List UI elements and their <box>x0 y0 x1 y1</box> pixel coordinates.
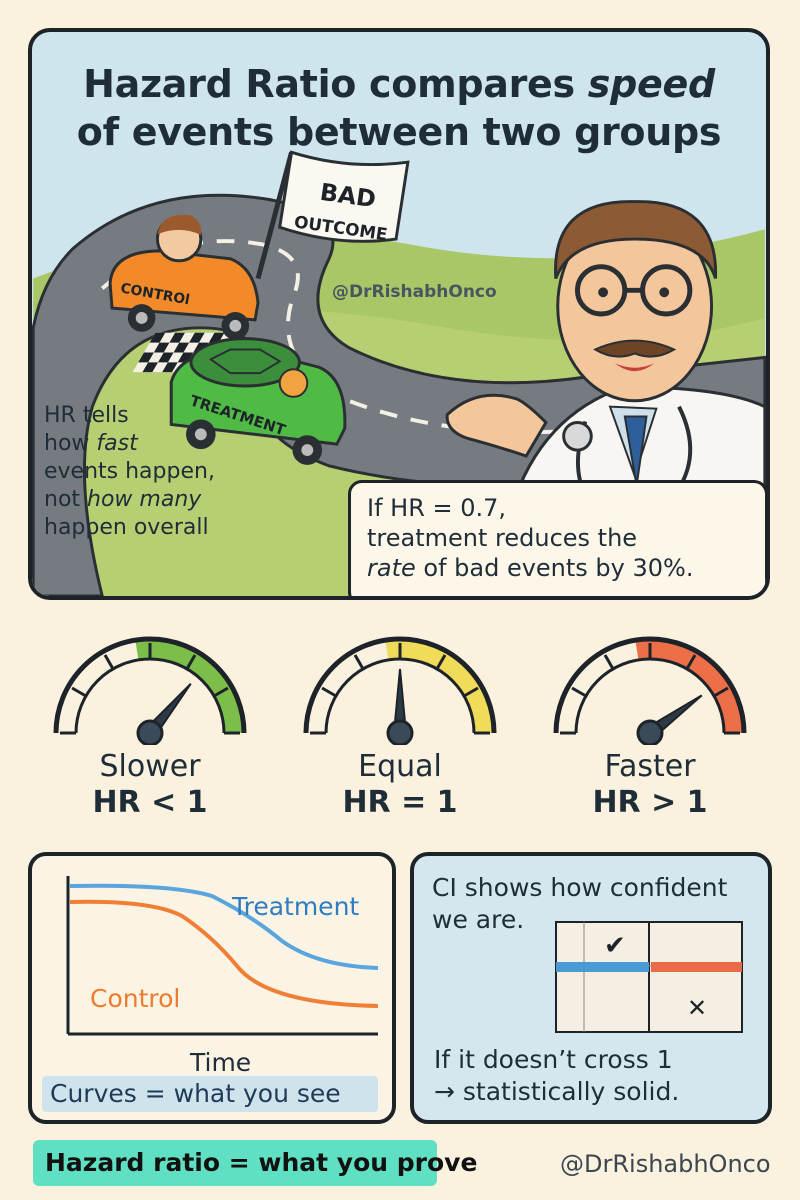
gauge-color-band <box>635 639 744 733</box>
ci-footnote: If it doesn’t cross 1 → statistically so… <box>434 1044 679 1108</box>
hr-tells-line-4: not how many <box>44 486 294 514</box>
gauge-tick <box>213 686 229 698</box>
gauge-tick <box>713 686 729 698</box>
ci-title-line-2: we are. <box>432 905 525 934</box>
hr-tells-line-5: happen overall <box>44 515 209 540</box>
gauge-tick <box>463 686 479 698</box>
gauge-tick <box>685 654 697 670</box>
gauge-inner-arc <box>324 657 476 734</box>
gauge-hub <box>386 719 414 745</box>
gauge-label: Faster <box>604 749 696 784</box>
ci-bar-crossing <box>651 962 742 972</box>
gauge-hr-value: HR > 1 <box>592 785 708 820</box>
example-line-3-rest: of bad events by 30%. <box>415 554 694 582</box>
ci-title-line-1: CI shows how confident <box>432 873 728 902</box>
gauge-hub <box>136 719 164 745</box>
scene-panel: BAD OUTCOME CONTROl TREATMENT <box>28 28 770 600</box>
title-emphasis: speed <box>587 62 715 106</box>
ci-bar-significant <box>556 962 649 972</box>
gauge-color-band <box>385 639 494 733</box>
x-axis-label: Time <box>190 1048 252 1077</box>
gauge-tick <box>185 654 197 670</box>
example-line-2: treatment reduces the <box>367 524 638 552</box>
hr-tells-line-1: HR tells <box>44 403 129 428</box>
ci-foot-line-2: → statistically solid. <box>434 1077 680 1106</box>
gauge-outer-arc <box>303 636 497 734</box>
ci-title: CI shows how confident we are. <box>432 872 762 936</box>
gauge-tick <box>103 654 115 670</box>
gauge-equal: Equal HR = 1 <box>290 625 510 840</box>
gauge-tick <box>435 654 447 670</box>
treatment-curve <box>69 883 379 970</box>
control-curve <box>69 899 379 1008</box>
flag-icon: BAD OUTCOME <box>255 150 410 280</box>
gauge-tick <box>571 686 587 698</box>
gauge-tick <box>353 654 365 670</box>
gauge-label: Slower <box>99 749 201 784</box>
gauge-tick <box>603 654 615 670</box>
ci-diagram: ✔ ✕ <box>555 921 743 1033</box>
ci-foot-line-1: If it doesn’t cross 1 <box>434 1045 673 1074</box>
gauge-hub <box>636 719 664 745</box>
gauge-dial-icon <box>303 636 497 745</box>
hr-tells-emphasis-how-many: how many <box>87 487 202 512</box>
page-title-line-1: Hazard Ratio compares speed <box>32 62 766 106</box>
hr-tells-prefix: how <box>44 431 97 456</box>
gauge-inner-arc <box>574 657 726 734</box>
gauge-faster: Faster HR > 1 <box>540 625 760 840</box>
hr-tells-note: HR tells how fast events happen, not how… <box>44 402 294 542</box>
curves-panel: Treatment Control Time Curves = what you… <box>28 852 396 1124</box>
gauge-tick <box>321 686 337 698</box>
hr-tells-line-3: events happen, <box>44 459 215 484</box>
example-callout: If HR = 0.7, treatment reduces the rate … <box>348 480 766 596</box>
doctor-illustration <box>445 200 766 596</box>
example-emphasis-rate: rate <box>367 554 416 582</box>
check-icon: ✔ <box>604 931 626 961</box>
ci-panel: CI shows how confident we are. ✔ ✕ If it… <box>410 852 772 1124</box>
page-title-line-2: of events between two groups <box>76 110 722 154</box>
gauge-hr-value: HR < 1 <box>92 785 208 820</box>
footer-handle: @DrRishabhOnco <box>560 1150 771 1178</box>
footer-badge: Hazard ratio = what you prove <box>33 1140 477 1186</box>
gauge-outer-arc <box>53 636 247 734</box>
curves-caption: Curves = what you see <box>42 1076 378 1112</box>
gauge-slower: Slower HR < 1 <box>40 625 260 840</box>
title-text: Hazard Ratio compares <box>83 62 575 106</box>
gauge-tick <box>71 686 87 698</box>
example-line-1: If HR = 0.7, <box>367 494 507 522</box>
watermark: @DrRishabhOnco <box>332 282 497 302</box>
example-line-3: rate of bad events by 30%. <box>367 553 749 583</box>
cross-icon: ✕ <box>687 994 707 1022</box>
gauge-label: Equal <box>358 749 442 784</box>
gauge-inner-arc <box>74 657 226 734</box>
hr-tells-emphasis-fast: fast <box>96 431 138 456</box>
gauge-dial-icon <box>553 636 747 745</box>
treatment-car-icon: TREATMENT <box>169 337 347 465</box>
gauge-color-band <box>135 639 244 733</box>
hr-tells-line-2: how fast <box>44 430 294 458</box>
hr-tells-prefix-not: not <box>44 487 88 512</box>
control-car-icon: CONTROl <box>108 214 260 340</box>
gauge-dial-icon <box>53 636 247 745</box>
survival-curves <box>66 876 379 1036</box>
gauge-hr-value: HR = 1 <box>342 785 458 820</box>
control-label: Control <box>90 984 181 1013</box>
treatment-label: Treatment <box>232 892 360 921</box>
gauge-outer-arc <box>553 636 747 734</box>
